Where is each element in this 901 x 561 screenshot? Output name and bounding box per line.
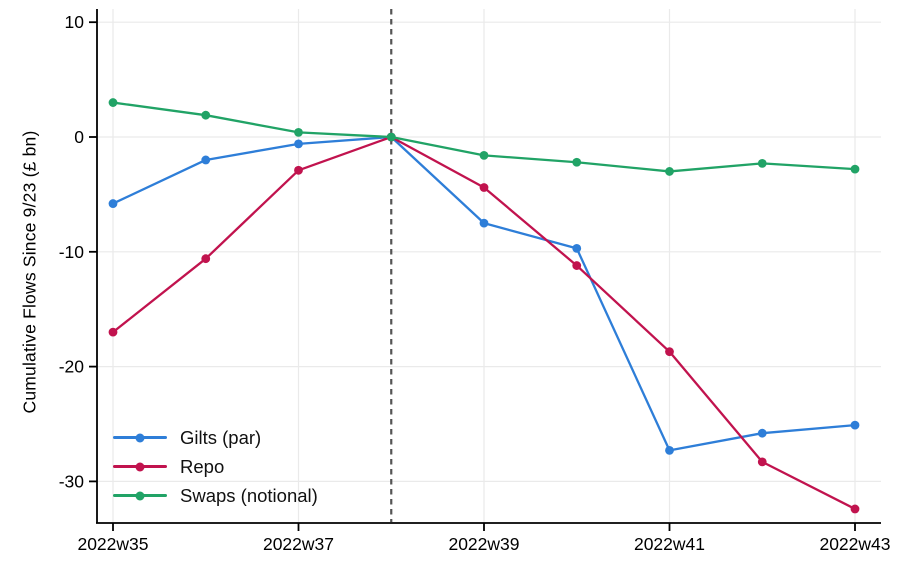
legend: Gilts (par) Repo Swaps (notional) bbox=[113, 423, 318, 510]
y-tick-label: 0 bbox=[74, 127, 84, 147]
point-swaps-2022w35 bbox=[108, 98, 118, 107]
legend-line-sample-gilts bbox=[113, 433, 167, 442]
point-gilts-2022w36 bbox=[201, 155, 211, 165]
point-swaps-2022w39 bbox=[479, 150, 489, 160]
point-gilts-2022w39 bbox=[479, 218, 489, 228]
point-repo-2022w39 bbox=[479, 183, 489, 192]
x-tick-label: 2022w41 bbox=[634, 534, 705, 554]
point-swaps-2022w38 bbox=[386, 132, 396, 142]
x-tick-label: 2022w35 bbox=[77, 534, 148, 554]
point-swaps-2022w41 bbox=[665, 167, 674, 176]
legend-item-gilts: Gilts (par) bbox=[113, 423, 318, 452]
point-repo-2022w35 bbox=[108, 327, 118, 337]
point-repo-2022w37 bbox=[294, 165, 303, 175]
y-axis-title: Cumulative Flows Since 9/23 (£ bn) bbox=[19, 130, 40, 414]
point-swaps-2022w40 bbox=[572, 157, 582, 167]
y-tick-label: -30 bbox=[59, 471, 85, 491]
point-gilts-2022w37 bbox=[294, 139, 303, 149]
x-tick-label: 2022w39 bbox=[448, 534, 519, 554]
point-gilts-2022w42 bbox=[757, 428, 767, 438]
legend-marker-repo bbox=[135, 462, 145, 471]
point-swaps-2022w42 bbox=[757, 159, 767, 168]
point-swaps-2022w43 bbox=[850, 164, 860, 174]
y-tick-label: -20 bbox=[59, 357, 85, 377]
legend-line-sample-repo bbox=[113, 462, 167, 471]
point-repo-2022w41 bbox=[665, 347, 674, 357]
x-tick-label: 2022w37 bbox=[263, 534, 334, 554]
point-repo-2022w40 bbox=[572, 261, 582, 270]
point-gilts-2022w40 bbox=[572, 243, 582, 253]
legend-item-repo: Repo bbox=[113, 452, 318, 481]
legend-label-repo: Repo bbox=[180, 455, 225, 477]
legend-label-swaps: Swaps (notional) bbox=[180, 484, 318, 506]
legend-marker-swaps bbox=[135, 491, 145, 500]
point-gilts-2022w35 bbox=[108, 199, 118, 208]
legend-line-sample-swaps bbox=[113, 491, 167, 500]
point-gilts-2022w41 bbox=[665, 446, 674, 455]
point-gilts-2022w43 bbox=[850, 420, 860, 430]
legend-marker-gilts bbox=[135, 433, 145, 442]
point-repo-2022w42 bbox=[757, 457, 767, 467]
y-tick-label: 10 bbox=[65, 12, 85, 32]
point-swaps-2022w36 bbox=[201, 110, 211, 120]
legend-label-gilts: Gilts (par) bbox=[180, 426, 262, 448]
point-repo-2022w43 bbox=[850, 504, 860, 514]
point-swaps-2022w37 bbox=[294, 128, 303, 137]
y-tick-label: -10 bbox=[59, 242, 85, 262]
x-tick-label: 2022w43 bbox=[819, 534, 890, 554]
legend-item-swaps: Swaps (notional) bbox=[113, 481, 318, 510]
point-repo-2022w36 bbox=[201, 254, 211, 264]
